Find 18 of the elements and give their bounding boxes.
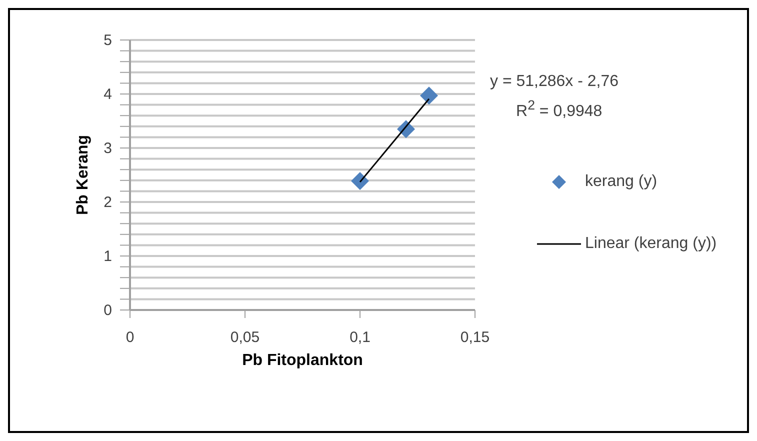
x-tick-label: 0,05 (230, 329, 260, 346)
legend-label: kerang (y) (585, 172, 658, 192)
text: y = 51,286x - 2,76 (490, 73, 619, 90)
y-axis-title: Pb Kerang (74, 134, 92, 215)
y-tick-label: 3 (104, 140, 112, 157)
legend-label: Linear (kerang (y)) (585, 234, 717, 254)
point (420, 86, 438, 105)
point (351, 172, 369, 190)
y-tick-label: 0 (104, 302, 112, 319)
x-tick-label: 0,15 (460, 329, 490, 346)
x-tick-label: 0,1 (350, 329, 370, 346)
y-tick-label: 1 (104, 248, 112, 265)
x-tick-label: 0 (126, 329, 134, 346)
y-tick-label: 4 (104, 86, 112, 103)
x-axis-title: Pb Fitoplankton (242, 352, 363, 369)
y-tick-label: 2 (104, 194, 112, 211)
y-tick-label: 5 (104, 32, 112, 49)
text: R$^{2}$ = 0,9948 (516, 98, 602, 120)
